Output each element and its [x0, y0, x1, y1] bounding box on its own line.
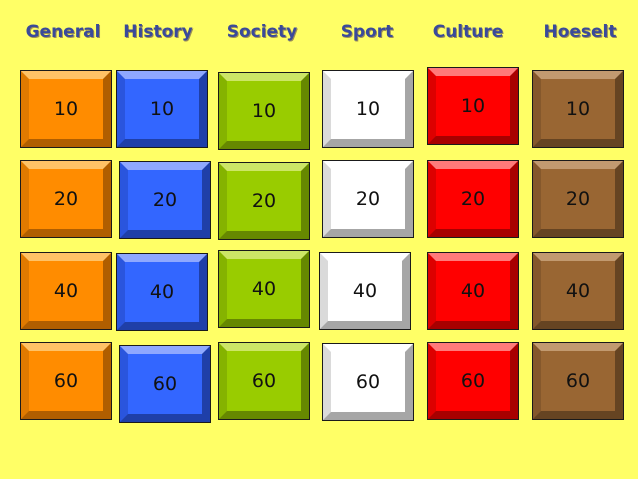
tile-general-60[interactable]: 60	[20, 342, 112, 420]
tile-hoeselt-20[interactable]: 20	[532, 160, 624, 238]
category-header-hoeselt: Hoeselt	[543, 22, 617, 42]
tile-points-label: 20	[152, 189, 178, 211]
tile-sport-60[interactable]: 60	[322, 343, 414, 421]
tile-history-10[interactable]: 10	[116, 70, 208, 148]
category-header-society: Society	[226, 22, 298, 42]
tile-points-label: 10	[565, 98, 591, 120]
tile-points-label: 10	[355, 98, 381, 120]
tile-history-60[interactable]: 60	[119, 345, 211, 423]
tile-points-label: 40	[565, 280, 591, 302]
tile-points-label: 10	[251, 100, 277, 122]
category-header-sport: Sport	[340, 22, 394, 42]
tile-points-label: 10	[149, 98, 175, 120]
tile-points-label: 60	[152, 373, 178, 395]
tile-points-label: 60	[53, 370, 79, 392]
tile-points-label: 40	[352, 280, 378, 302]
tile-hoeselt-40[interactable]: 40	[532, 252, 624, 330]
tile-society-60[interactable]: 60	[218, 342, 310, 420]
tile-sport-20[interactable]: 20	[322, 160, 414, 238]
tile-points-label: 60	[355, 371, 381, 393]
tile-hoeselt-60[interactable]: 60	[532, 342, 624, 420]
tile-history-20[interactable]: 20	[119, 161, 211, 239]
tile-culture-40[interactable]: 40	[427, 252, 519, 330]
tile-culture-10[interactable]: 10	[427, 67, 519, 145]
tile-culture-60[interactable]: 60	[427, 342, 519, 420]
tile-society-10[interactable]: 10	[218, 72, 310, 150]
tile-points-label: 40	[149, 281, 175, 303]
tile-points-label: 60	[565, 370, 591, 392]
tile-points-label: 10	[460, 95, 486, 117]
tile-points-label: 20	[565, 188, 591, 210]
tile-society-20[interactable]: 20	[218, 162, 310, 240]
tile-points-label: 20	[460, 188, 486, 210]
tile-points-label: 20	[251, 190, 277, 212]
tile-points-label: 40	[53, 280, 79, 302]
tile-points-label: 60	[251, 370, 277, 392]
category-header-culture: Culture	[432, 22, 504, 42]
category-header-history: History	[123, 22, 193, 42]
tile-points-label: 10	[53, 98, 79, 120]
tile-points-label: 20	[355, 188, 381, 210]
tile-history-40[interactable]: 40	[116, 253, 208, 331]
tile-sport-10[interactable]: 10	[322, 70, 414, 148]
tile-points-label: 40	[251, 278, 277, 300]
tile-culture-20[interactable]: 20	[427, 160, 519, 238]
tile-hoeselt-10[interactable]: 10	[532, 70, 624, 148]
tile-sport-40[interactable]: 40	[319, 252, 411, 330]
tile-general-40[interactable]: 40	[20, 252, 112, 330]
tile-general-20[interactable]: 20	[20, 160, 112, 238]
tile-points-label: 60	[460, 370, 486, 392]
tile-society-40[interactable]: 40	[218, 250, 310, 328]
tile-points-label: 40	[460, 280, 486, 302]
tile-points-label: 20	[53, 188, 79, 210]
category-header-general: General	[25, 22, 101, 42]
tile-general-10[interactable]: 10	[20, 70, 112, 148]
